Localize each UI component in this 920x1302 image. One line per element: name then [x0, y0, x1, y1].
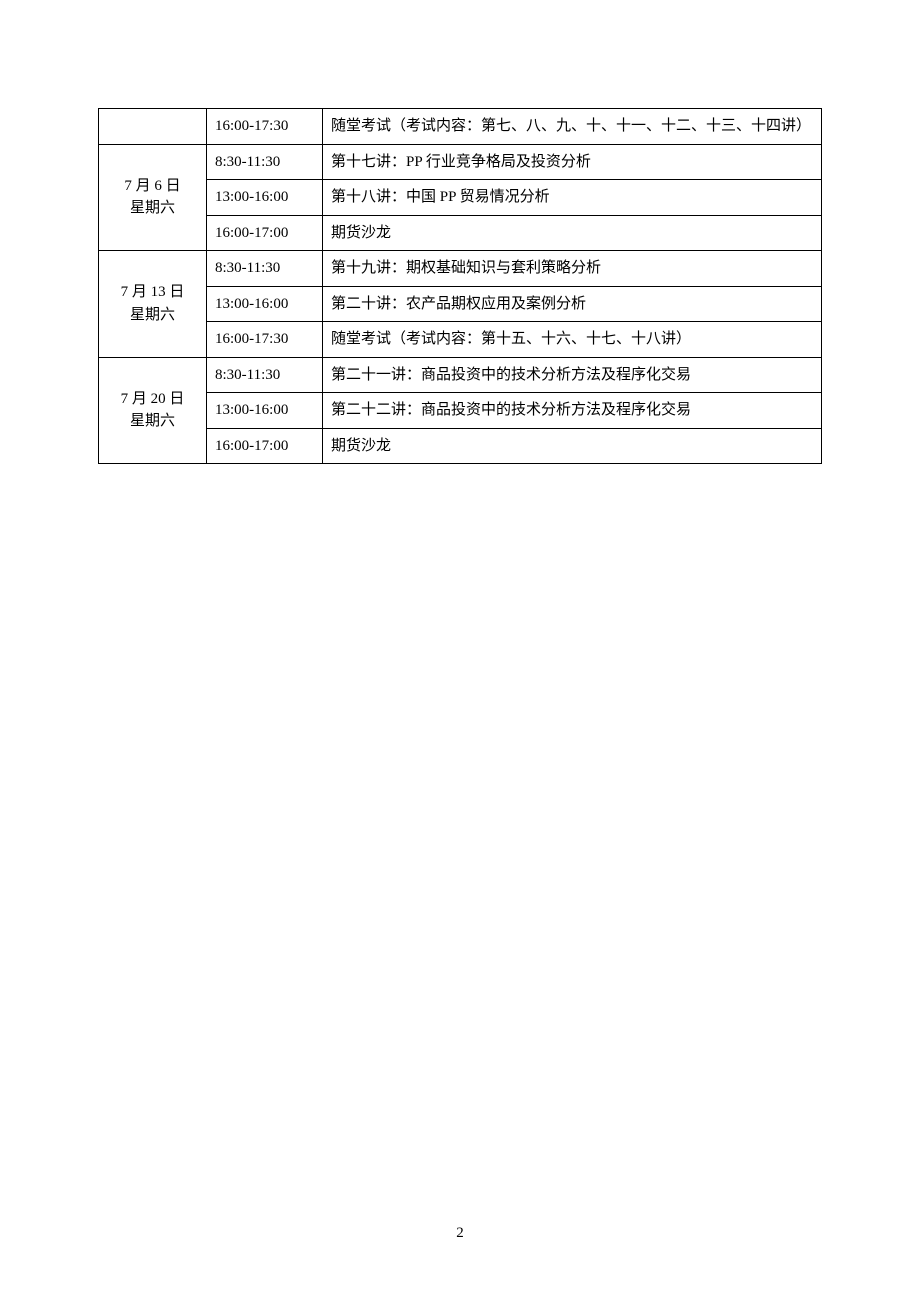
table-row: 16:00-17:00期货沙龙	[99, 428, 822, 464]
content-cell: 第二十一讲：商品投资中的技术分析方法及程序化交易	[323, 357, 822, 393]
date-line1: 7 月 20 日	[107, 388, 198, 411]
content-cell: 随堂考试（考试内容：第七、八、九、十、十一、十二、十三、十四讲）	[323, 109, 822, 145]
date-cell: 7 月 13 日星期六	[99, 251, 207, 358]
schedule-body: 16:00-17:30随堂考试（考试内容：第七、八、九、十、十一、十二、十三、十…	[99, 109, 822, 464]
table-row: 7 月 6 日星期六8:30-11:30第十七讲：PP 行业竞争格局及投资分析	[99, 144, 822, 180]
time-cell: 16:00-17:00	[207, 428, 323, 464]
date-line2: 星期六	[107, 410, 198, 433]
table-row: 7 月 13 日星期六8:30-11:30第十九讲：期权基础知识与套利策略分析	[99, 251, 822, 287]
page-number: 2	[0, 1225, 920, 1242]
table-row: 16:00-17:00期货沙龙	[99, 215, 822, 251]
content-cell: 期货沙龙	[323, 428, 822, 464]
time-cell: 8:30-11:30	[207, 357, 323, 393]
content-cell: 第二十二讲：商品投资中的技术分析方法及程序化交易	[323, 393, 822, 429]
date-line1: 7 月 6 日	[107, 175, 198, 198]
schedule-table: 16:00-17:30随堂考试（考试内容：第七、八、九、十、十一、十二、十三、十…	[98, 108, 822, 464]
time-cell: 8:30-11:30	[207, 251, 323, 287]
date-line2: 星期六	[107, 304, 198, 327]
time-cell: 16:00-17:30	[207, 109, 323, 145]
table-row: 16:00-17:30随堂考试（考试内容：第七、八、九、十、十一、十二、十三、十…	[99, 109, 822, 145]
content-cell: 第十七讲：PP 行业竞争格局及投资分析	[323, 144, 822, 180]
content-cell: 第十九讲：期权基础知识与套利策略分析	[323, 251, 822, 287]
date-line1: 7 月 13 日	[107, 281, 198, 304]
time-cell: 13:00-16:00	[207, 286, 323, 322]
table-row: 13:00-16:00第二十二讲：商品投资中的技术分析方法及程序化交易	[99, 393, 822, 429]
time-cell: 8:30-11:30	[207, 144, 323, 180]
time-cell: 16:00-17:30	[207, 322, 323, 358]
time-cell: 13:00-16:00	[207, 180, 323, 216]
content-cell: 随堂考试（考试内容：第十五、十六、十七、十八讲）	[323, 322, 822, 358]
content-cell: 第十八讲：中国 PP 贸易情况分析	[323, 180, 822, 216]
date-cell-empty	[99, 109, 207, 145]
table-row: 16:00-17:30随堂考试（考试内容：第十五、十六、十七、十八讲）	[99, 322, 822, 358]
content-cell: 期货沙龙	[323, 215, 822, 251]
table-row: 13:00-16:00第二十讲：农产品期权应用及案例分析	[99, 286, 822, 322]
date-line2: 星期六	[107, 197, 198, 220]
date-cell: 7 月 20 日星期六	[99, 357, 207, 464]
date-cell: 7 月 6 日星期六	[99, 144, 207, 251]
table-row: 7 月 20 日星期六8:30-11:30第二十一讲：商品投资中的技术分析方法及…	[99, 357, 822, 393]
content-cell: 第二十讲：农产品期权应用及案例分析	[323, 286, 822, 322]
time-cell: 13:00-16:00	[207, 393, 323, 429]
time-cell: 16:00-17:00	[207, 215, 323, 251]
table-row: 13:00-16:00第十八讲：中国 PP 贸易情况分析	[99, 180, 822, 216]
